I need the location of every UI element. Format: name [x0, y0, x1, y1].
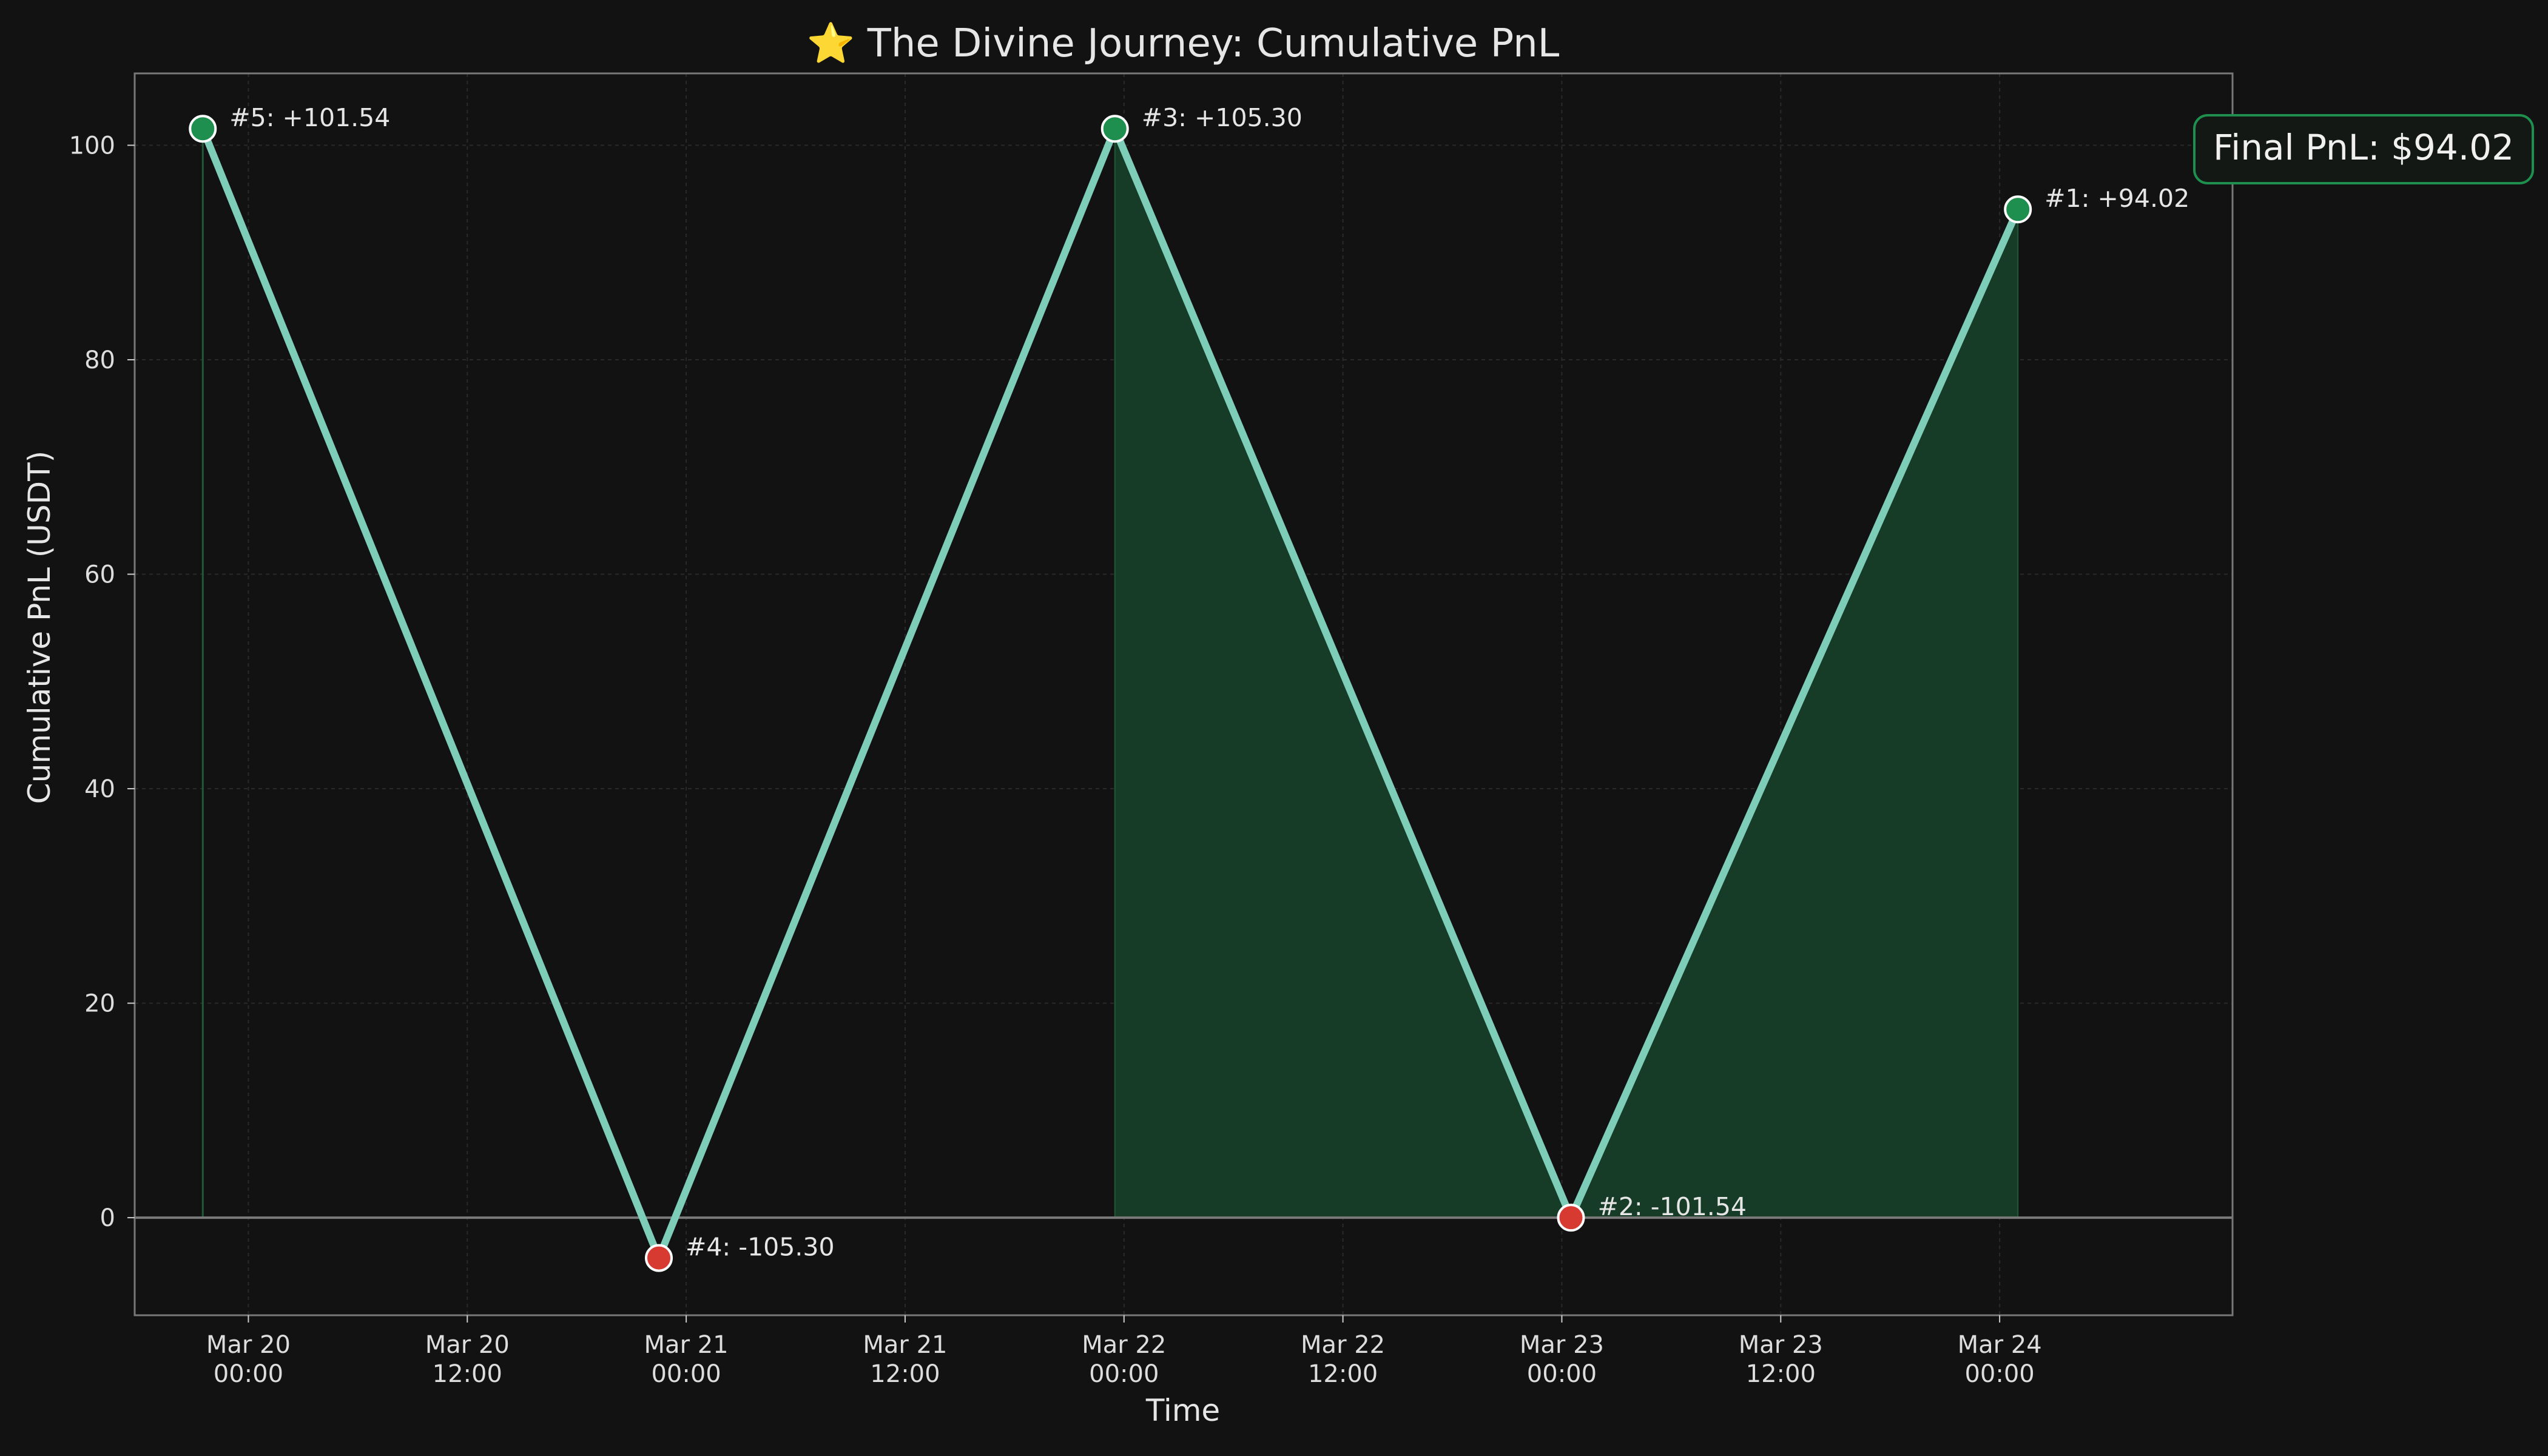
y-tick-label: 80: [84, 346, 115, 374]
y-tick-label: 100: [69, 132, 115, 160]
x-tick-label: 12:00: [1308, 1360, 1378, 1388]
win-marker: [189, 115, 217, 143]
x-tick-label: Mar 21: [863, 1331, 947, 1359]
point-label: #4: -105.30: [686, 1233, 835, 1262]
final-pnl-box: Final PnL: $94.02: [2193, 114, 2534, 184]
loss-marker: [644, 1244, 673, 1272]
x-tick-label: Mar 22: [1082, 1331, 1166, 1359]
x-tick-label: Mar 24: [1958, 1331, 2042, 1359]
final-pnl-box-frame: [2193, 114, 2534, 184]
x-tick-label: Mar 21: [644, 1331, 729, 1359]
loss-marker: [1557, 1204, 1585, 1232]
point-label: #3: +105.30: [1142, 103, 1303, 132]
x-tick-label: 00:00: [1527, 1360, 1597, 1388]
x-tick-label: 12:00: [433, 1360, 502, 1388]
x-axis-label: Time: [1145, 1393, 1220, 1428]
x-tick-label: Mar 23: [1739, 1331, 1823, 1359]
x-tick-label: Mar 22: [1301, 1331, 1385, 1359]
x-tick-label: Mar 20: [425, 1331, 510, 1359]
final-pnl-text: Final PnL: $94.02: [2213, 127, 2514, 168]
point-label: #5: +101.54: [229, 103, 390, 132]
y-tick-label: 20: [84, 990, 115, 1018]
x-tick-label: Mar 20: [206, 1331, 291, 1359]
y-tick-label: 60: [84, 561, 115, 589]
x-tick-label: Mar 23: [1520, 1331, 1604, 1359]
point-label: #1: +94.02: [2044, 184, 2189, 213]
win-marker: [2004, 195, 2032, 224]
y-tick-label: 0: [100, 1204, 115, 1232]
y-axis-label: Cumulative PnL (USDT): [22, 451, 57, 804]
x-tick-label: 12:00: [870, 1360, 940, 1388]
plot-frame: [133, 72, 2234, 1316]
point-label: #2: -101.54: [1597, 1192, 1747, 1221]
x-tick-label: 00:00: [1964, 1360, 2034, 1388]
win-marker: [1100, 115, 1129, 143]
x-tick-label: 00:00: [1089, 1360, 1159, 1388]
chart-title: ⭐ The Divine Journey: Cumulative PnL: [807, 21, 1560, 66]
x-tick-label: 00:00: [651, 1360, 721, 1388]
x-tick-label: 00:00: [214, 1360, 283, 1388]
x-tick-label: 12:00: [1746, 1360, 1816, 1388]
y-tick-label: 40: [84, 775, 115, 803]
